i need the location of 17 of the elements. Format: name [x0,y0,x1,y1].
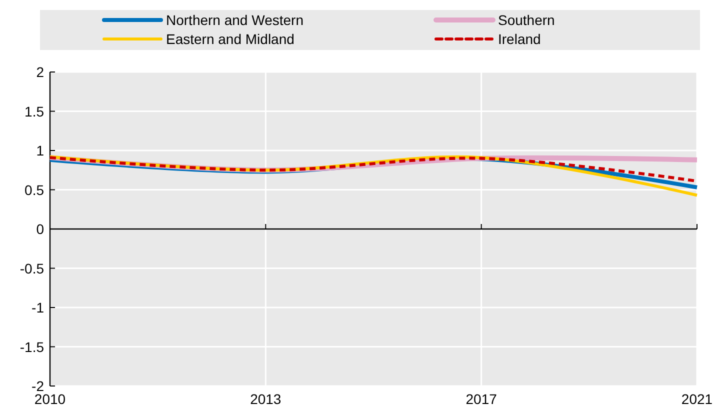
y-tick-label: 0.5 [24,182,44,198]
x-tick-label: 2013 [250,391,282,407]
legend-label: Ireland [498,31,541,47]
legend-label: Eastern and Midland [166,31,294,47]
y-tick-label: -2 [32,378,44,394]
legend-label: Northern and Western [166,12,304,28]
y-tick-label: -1.5 [20,338,44,355]
y-tick-label: 2 [36,64,44,80]
y-tick-label: 1.5 [24,103,44,120]
y-tick-label: 1 [36,142,44,158]
x-tick-label: 2017 [466,391,498,407]
x-tick-label: 2021 [681,391,713,407]
y-tick-label: -1 [32,300,44,316]
x-tick-label: 2010 [34,391,66,407]
legend-label: Southern [498,12,555,28]
y-tick-label: -0.5 [20,260,44,276]
y-tick-label: 0 [36,221,44,237]
